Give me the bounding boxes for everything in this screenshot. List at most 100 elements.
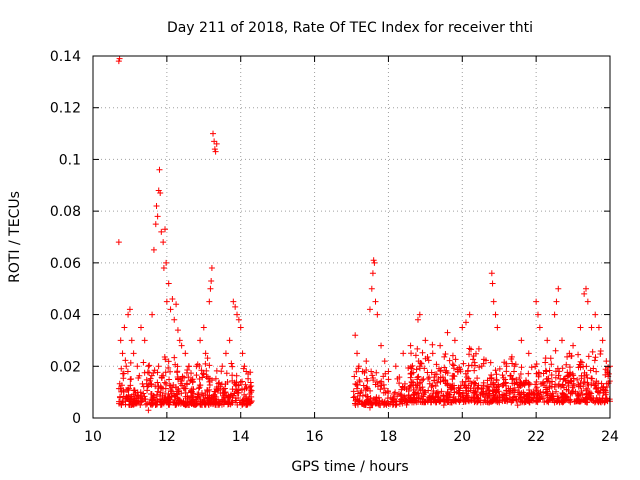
data-point [212,402,219,408]
data-point [440,402,447,409]
data-point [119,350,126,357]
data-point [412,352,419,359]
data-point [510,394,517,401]
data-point [488,374,495,381]
data-point [130,350,137,357]
data-point [503,368,510,375]
data-point [155,363,162,370]
data-point [432,383,439,390]
data-point [419,377,426,384]
data-point [160,372,167,379]
data-point [196,393,203,400]
data-point [147,401,154,408]
data-point [414,345,421,352]
data-point [466,351,473,358]
data-point [222,350,229,357]
data-point [160,239,167,246]
data-point [541,399,548,406]
data-point [411,397,418,404]
data-point [174,327,181,334]
data-point [446,357,453,364]
data-point [408,370,415,377]
data-point [547,391,554,398]
data-point [440,392,447,399]
data-point [428,394,435,401]
data-point [117,337,124,344]
data-point [396,374,403,381]
data-point [120,370,127,377]
data-point [438,388,445,395]
data-point [439,374,446,381]
data-point [148,391,155,398]
data-point [544,397,551,404]
data-point [165,280,172,287]
data-point [420,393,427,400]
data-point [520,389,527,396]
data-point [197,401,204,408]
data-point [165,364,172,371]
y-tick-label: 0.06 [50,256,81,272]
data-point [164,394,171,401]
axis-ticks-layer: 10 12 14 16 18 20 22 24 0 0.02 0.04 0.06 0.08 0.1 0.12… [50,49,619,445]
data-point [403,399,410,406]
data-point [543,368,550,375]
data-point [466,311,473,318]
data-point [377,379,384,386]
data-point [573,395,580,402]
data-point [425,387,432,394]
data-point [124,368,131,375]
data-point [485,391,492,398]
data-point [526,381,533,388]
data-point [370,377,377,384]
data-point [584,385,591,392]
data-point [599,384,606,391]
data-point [490,298,497,305]
data-point [176,337,183,344]
data-point [182,393,189,400]
data-point [359,399,366,406]
data-point [577,398,584,405]
data-point [373,369,380,376]
data-point [246,400,253,407]
data-point [495,388,502,395]
data-point [590,365,597,372]
data-point [215,385,222,392]
data-point [428,384,435,391]
data-point [359,368,366,375]
data-point [471,367,478,374]
data-point [362,402,369,409]
data-point [122,357,129,364]
data-point [449,361,456,368]
data-point [480,379,487,386]
data-point [372,298,379,305]
data-point [222,389,229,396]
data-point [195,385,202,392]
data-point [166,376,173,383]
data-point [171,316,178,323]
data-point [154,379,161,386]
data-point [553,388,560,395]
data-point [127,382,134,389]
data-point [374,383,381,390]
data-point [378,342,385,349]
data-point [532,381,539,388]
data-point [399,384,406,391]
data-point [215,380,222,387]
data-point [451,373,458,380]
data-point [193,363,200,370]
data-point [115,239,122,246]
data-point [600,389,607,396]
data-point [589,348,596,355]
data-point [575,351,582,358]
data-point [228,360,235,367]
data-point [494,393,501,400]
data-point [145,363,152,370]
data-point [485,386,492,393]
data-point [570,342,577,349]
data-point [229,363,236,370]
data-point [213,367,220,374]
data-point [351,393,358,400]
data-point [182,350,189,357]
data-point [568,378,575,385]
data-point [414,316,421,323]
